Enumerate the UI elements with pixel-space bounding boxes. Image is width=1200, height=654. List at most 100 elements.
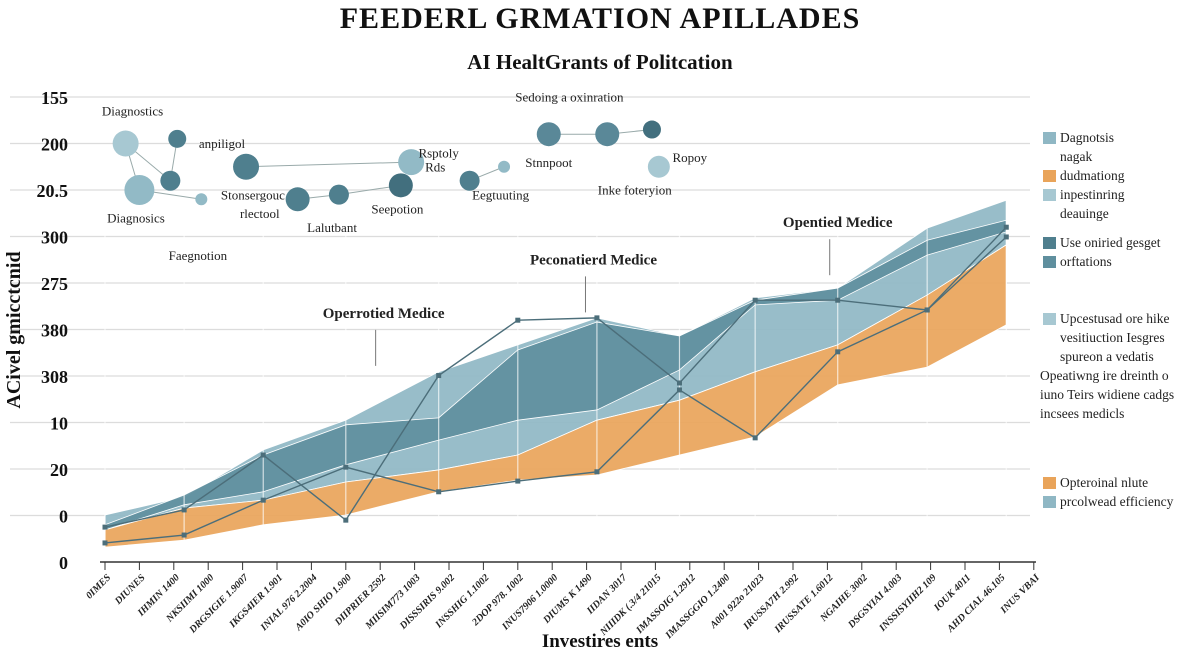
y-tick-label: 200 bbox=[41, 135, 68, 155]
x-tick-label: IMASSGGIO 1.2400 bbox=[663, 572, 732, 641]
legend-swatch bbox=[1043, 170, 1056, 182]
legend-label: prcolwead efficiency bbox=[1060, 494, 1174, 509]
bubble-label: Stonsergouc bbox=[221, 187, 285, 202]
series-marker bbox=[924, 307, 930, 313]
legend-label: Opeatiwng ire dreinth o bbox=[1040, 368, 1169, 383]
y-tick-label: 20.5 bbox=[37, 181, 69, 201]
legend-label: vesitiuction Iesgres bbox=[1060, 330, 1165, 345]
y-tick-label: 20 bbox=[50, 460, 68, 480]
bubble bbox=[328, 184, 349, 205]
y-axis-label: ACivel gmicctcnid bbox=[3, 251, 25, 408]
series-marker bbox=[102, 540, 108, 546]
bubble bbox=[388, 173, 413, 198]
legend-swatch bbox=[1043, 256, 1056, 268]
series-marker bbox=[752, 297, 758, 303]
y-tick-label: 275 bbox=[41, 274, 68, 294]
y-tick-label: 308 bbox=[41, 367, 68, 387]
series-marker bbox=[260, 497, 266, 503]
y-tick-label: 0 bbox=[59, 507, 68, 527]
series-marker bbox=[181, 507, 187, 513]
bubble-label: Stnnpoot bbox=[525, 155, 572, 170]
series-marker bbox=[835, 349, 841, 355]
bubble-label: Faegnotion bbox=[169, 248, 228, 263]
chart-title: FEEDERL GRMATION APILLADES bbox=[339, 2, 861, 35]
legend-label: spureon a vedatis bbox=[1060, 349, 1154, 364]
y-tick-label: 380 bbox=[41, 321, 68, 341]
bubble bbox=[498, 160, 511, 173]
x-tick-label: AHD CIAL 46.105 bbox=[944, 572, 1007, 635]
x-tick-label: DRGSIGIE 1.9007 bbox=[187, 572, 252, 637]
legend-item: nagak bbox=[1040, 147, 1200, 166]
bubble bbox=[398, 149, 425, 176]
bubble-label: Ropoy bbox=[672, 150, 707, 165]
series-marker bbox=[1003, 234, 1009, 240]
x-axis-label: Investires ents bbox=[542, 631, 658, 652]
bubble-label: Rsptoly bbox=[418, 145, 459, 160]
bubble bbox=[595, 122, 620, 147]
y-tick-label: 155 bbox=[41, 88, 68, 108]
series-marker bbox=[181, 532, 187, 538]
legend-item: spureon a vedatis bbox=[1040, 347, 1200, 366]
legend-item: orftations bbox=[1040, 252, 1200, 271]
bubble bbox=[642, 120, 661, 139]
legend-label: Dagnotsis bbox=[1060, 130, 1114, 145]
x-tick-label: NIIIDK (.3/4 21015 bbox=[597, 572, 663, 638]
legend-item: deauinge bbox=[1040, 204, 1200, 223]
bubble bbox=[233, 153, 260, 180]
legend-label: dudmationg bbox=[1060, 168, 1125, 183]
legend: Dagnotsis nagak dudmationg inpestinring deau… bbox=[1040, 128, 1200, 511]
bubble-label: rlectool bbox=[240, 206, 280, 221]
legend-label: Upcestusad ore hike bbox=[1060, 311, 1170, 326]
bubble-label: Sedoing a oxinration bbox=[515, 90, 624, 105]
bubble-label: Diagnosics bbox=[107, 211, 165, 226]
bubble bbox=[168, 129, 187, 148]
legend-label: inpestinring bbox=[1060, 187, 1125, 202]
legend-item: Opteroinal nlute bbox=[1040, 473, 1200, 492]
legend-swatch bbox=[1043, 237, 1056, 249]
series-marker bbox=[436, 489, 442, 495]
legend-label: deauinge bbox=[1060, 206, 1109, 221]
bubble-label: Rds bbox=[425, 159, 445, 174]
legend-label: Use oniried gesget bbox=[1060, 235, 1161, 250]
annotation-label: Opentied Medice bbox=[783, 215, 893, 231]
legend-label: nagak bbox=[1060, 149, 1093, 164]
series-marker bbox=[835, 297, 841, 303]
series-marker bbox=[676, 380, 682, 386]
series-marker bbox=[102, 524, 108, 530]
legend-label: iuno Teirs widiene cadgs bbox=[1040, 387, 1175, 402]
bubble bbox=[112, 130, 139, 157]
legend-item: Upcestusad ore hike bbox=[1040, 309, 1200, 328]
y-tick-label: 0 bbox=[59, 553, 68, 573]
bubble bbox=[124, 175, 155, 205]
legend-label: incsees medicls bbox=[1040, 406, 1125, 421]
legend-label: orftations bbox=[1060, 254, 1112, 269]
legend-item: Use oniried gesget bbox=[1040, 233, 1200, 252]
bubble bbox=[160, 170, 181, 191]
series-marker bbox=[752, 435, 758, 441]
annotation-label: Peconatierd Medice bbox=[530, 252, 657, 268]
legend-item: inpestinring bbox=[1040, 185, 1200, 204]
legend-item: prcolwead efficiency bbox=[1040, 492, 1200, 511]
series-line-0 bbox=[104, 226, 1007, 544]
bubble-connector bbox=[246, 161, 412, 168]
series-marker bbox=[260, 452, 266, 458]
series-marker bbox=[515, 478, 521, 484]
bubble-label: Inke foteryion bbox=[598, 183, 673, 198]
legend-swatch bbox=[1043, 189, 1056, 201]
legend-item: vesitiuction Iesgres bbox=[1040, 328, 1200, 347]
series-marker bbox=[676, 387, 682, 393]
series-marker bbox=[343, 464, 349, 470]
bubble-label: anpiligol bbox=[199, 136, 246, 151]
series-marker bbox=[594, 469, 600, 475]
y-tick-label: 10 bbox=[50, 414, 68, 434]
legend-swatch bbox=[1043, 313, 1056, 325]
legend-label: Opteroinal nlute bbox=[1060, 475, 1149, 490]
bubble-label: Diagnostics bbox=[102, 104, 163, 119]
y-tick-label: 300 bbox=[41, 228, 68, 248]
annotation-label: Operrotied Medice bbox=[323, 306, 445, 322]
series-marker bbox=[1003, 224, 1009, 230]
legend-item: iuno Teirs widiene cadgs bbox=[1040, 385, 1200, 404]
series-marker bbox=[343, 517, 349, 523]
